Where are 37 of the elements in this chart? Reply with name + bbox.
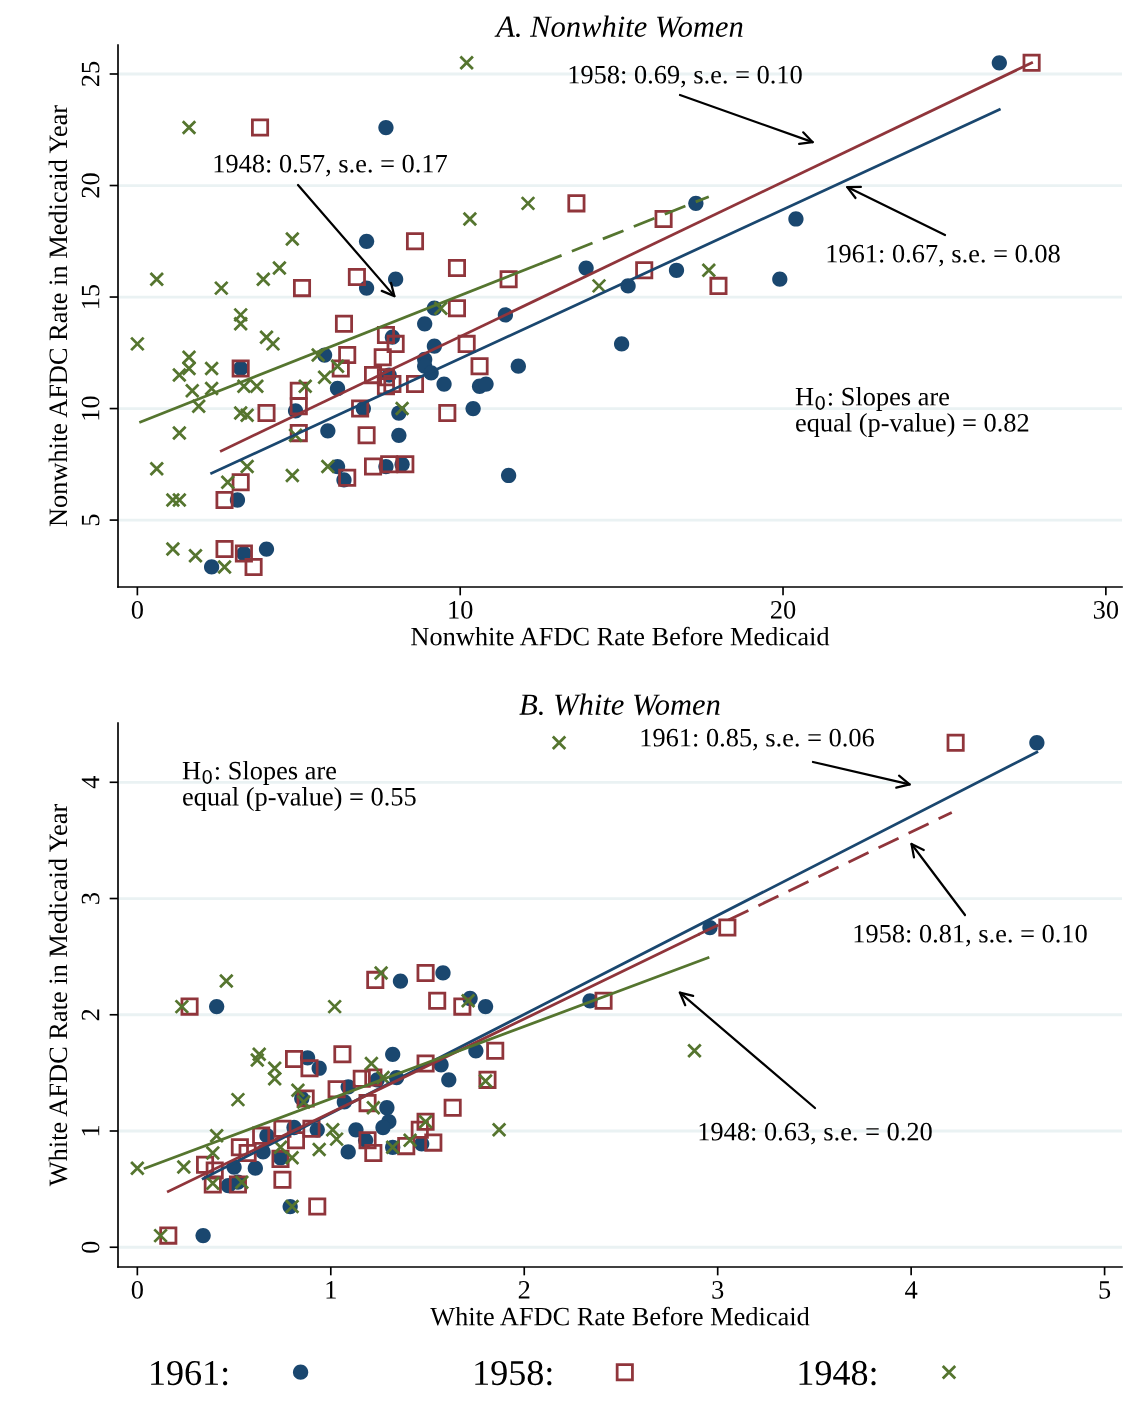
y-tick-label: 0 bbox=[81, 1241, 100, 1253]
x-tick-label: 2 bbox=[518, 1281, 530, 1299]
y-axis-title: Nonwhite AFDC Rate in Medicaid Year bbox=[48, 105, 68, 527]
x-tick-label: 1 bbox=[326, 1281, 336, 1299]
x-tick-label: 4 bbox=[905, 1281, 918, 1299]
annotation: H$_{0}$: Slopes are equal (p-value) = 0.82 bbox=[795, 386, 1029, 438]
x-tick-label: 0 bbox=[131, 600, 143, 619]
x-tick-label: 0 bbox=[131, 1280, 143, 1299]
annotation: 1961: 0.67, s.e. = 0.08 bbox=[827, 244, 1060, 267]
x-axis-title: White AFDC Rate Before Medicaid bbox=[430, 1306, 810, 1326]
annotation: 1958: 0.81, s.e. = 0.10 bbox=[854, 924, 1087, 947]
legend-label: 1961: bbox=[151, 1360, 228, 1386]
x-tick-label: 5 bbox=[1099, 1281, 1111, 1299]
x-tick-label: 20 bbox=[770, 600, 796, 619]
legend-label: 1948: bbox=[799, 1360, 876, 1386]
annotation: 1958: 0.69, s.e. = 0.10 bbox=[569, 65, 802, 88]
annotation: 1961: 0.85, s.e. = 0.06 bbox=[641, 728, 874, 751]
y-tick-label: 2 bbox=[81, 1009, 100, 1021]
x-axis-title: Nonwhite AFDC Rate Before Medicaid bbox=[411, 626, 830, 646]
annotation: 1948: 0.63, s.e. = 0.20 bbox=[699, 1122, 932, 1145]
y-tick-label: 4 bbox=[81, 776, 100, 789]
y-tick-label: 15 bbox=[81, 284, 100, 308]
y-tick-label: 20 bbox=[81, 173, 100, 198]
annotation: H$_{0}$: Slopes are equal (p-value) = 0.55 bbox=[182, 760, 416, 812]
y-tick-label: 3 bbox=[81, 892, 100, 904]
chart-title: B. White Women bbox=[519, 693, 720, 716]
annotation: 1948: 0.57, s.e. = 0.17 bbox=[214, 154, 447, 177]
chart-title: A. Nonwhite Women bbox=[494, 15, 743, 38]
y-axis-title: White AFDC Rate in Medicaid Year bbox=[48, 803, 68, 1187]
x-tick-label: 30 bbox=[1093, 600, 1119, 619]
y-tick-label: 10 bbox=[81, 396, 100, 420]
y-tick-label: 5 bbox=[81, 514, 100, 526]
y-tick-label: 1 bbox=[81, 1125, 100, 1136]
y-tick-label: 25 bbox=[81, 61, 100, 87]
x-tick-label: 10 bbox=[449, 600, 473, 619]
legend-label: 1958: bbox=[475, 1360, 552, 1386]
x-tick-label: 3 bbox=[712, 1281, 724, 1299]
